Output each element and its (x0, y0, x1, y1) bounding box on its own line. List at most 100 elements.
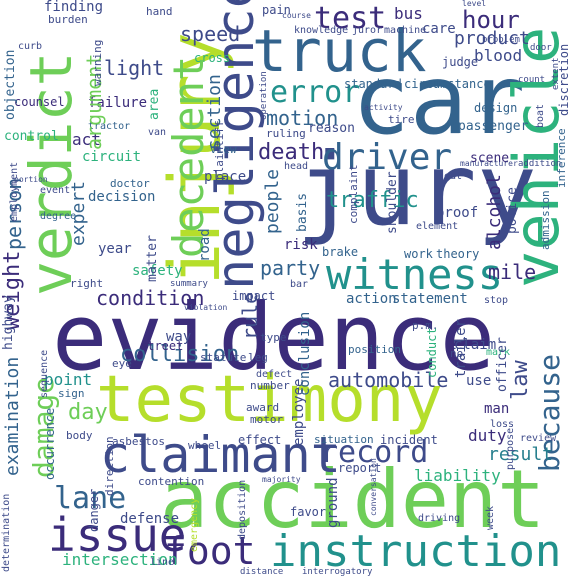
word-duty: duty (468, 426, 507, 445)
word-street: street (140, 339, 184, 353)
word-death: death (258, 140, 325, 165)
word-decision: decision (88, 189, 156, 205)
word-defense: defense (120, 511, 180, 527)
word-scene: scene (470, 151, 510, 166)
word-motion: motion (266, 106, 339, 130)
word-test: test (314, 1, 387, 36)
word-review: review (520, 433, 557, 444)
word-degree: degree (40, 211, 77, 222)
word-instruction: instruction (270, 526, 562, 576)
word-asbestos: asbestos (112, 435, 165, 448)
word-brake: brake (322, 245, 359, 259)
word-collision: collision (120, 342, 240, 367)
word-year: year (98, 241, 132, 257)
word-determination: determination (1, 493, 12, 572)
word-theory: theory (436, 247, 480, 261)
word-act: act (72, 130, 101, 149)
word-people: people (262, 168, 283, 234)
word-element: element (416, 221, 459, 232)
word-view: view (210, 143, 237, 156)
word-type: type (260, 331, 287, 344)
word-deposition: deposition (237, 479, 248, 540)
word-truck: truck (252, 17, 427, 85)
word-risk: risk (284, 237, 318, 253)
word-result: result (488, 444, 554, 465)
word-incident: incident (380, 433, 438, 447)
word-hour: hour (462, 6, 520, 34)
word-statute: statute (200, 351, 247, 364)
word-foot: foot (164, 529, 256, 573)
word-safety: safety (132, 263, 183, 279)
word-knowledge: knowledge (294, 25, 349, 36)
word-standard: standard (344, 77, 402, 91)
word-purpose: purpose (505, 427, 516, 470)
word-statement: statement (392, 291, 468, 307)
word-error: error (270, 75, 361, 110)
word-action: action (346, 291, 397, 307)
word-danger: danger (87, 488, 101, 532)
word-judge: judge (442, 55, 479, 69)
word-tire: tire (388, 113, 415, 126)
word-mark: mark (486, 347, 511, 358)
word-bar: bar (290, 279, 309, 290)
word-police: police (505, 187, 520, 234)
word-effect: effect (238, 433, 282, 447)
word-failure: failure (88, 95, 148, 111)
word-conduct: conduct (425, 327, 439, 378)
word-complaint: complaint (347, 164, 360, 224)
word-level: level (462, 0, 487, 8)
word-operation: operation (259, 71, 269, 120)
word-favor: favor (290, 505, 327, 519)
word-reason: reason (308, 121, 355, 136)
word-highway: highway (1, 295, 16, 350)
word-report: report (338, 461, 382, 475)
word-area: area (147, 88, 162, 120)
word-speed: speed (180, 22, 241, 46)
word-conversation: conversation (369, 458, 378, 516)
word-violation: violation (184, 303, 228, 312)
word-officer: officer (495, 337, 510, 392)
word-burden: burden (48, 13, 88, 26)
word-finding: finding (44, 0, 104, 15)
word-driving: driving (418, 513, 461, 524)
word-trailer: trailer (453, 318, 469, 378)
word-pain: pain (262, 3, 291, 17)
word-course: course (282, 11, 311, 20)
word-design: design (474, 101, 518, 115)
word-body: body (66, 429, 93, 442)
word-matter: matter (145, 235, 160, 282)
word-portion: portion (14, 175, 48, 184)
word-ruling: ruling (266, 127, 306, 140)
word-condition: condition (96, 286, 205, 310)
word-day: day (68, 400, 108, 425)
word-summary: summary (170, 279, 208, 289)
word-tractor: tractor (88, 121, 131, 132)
word-use: use (466, 373, 492, 389)
word-way: way (166, 329, 192, 345)
word-situation: situation (314, 433, 374, 446)
word-no: no (450, 347, 464, 360)
word-right: right (70, 277, 104, 290)
word-care: care (422, 21, 456, 37)
word-circumstance: circumstance (404, 77, 491, 91)
word-objection: objection (3, 49, 18, 120)
word-direction: direction (103, 436, 116, 496)
word-alcohol: alcohol (484, 174, 505, 250)
word-leg: leg (248, 351, 268, 364)
word-driver: driver (322, 137, 453, 178)
word-claimant: claimant (100, 426, 341, 484)
word-extent: extent (551, 57, 561, 90)
word-examination: examination (2, 356, 23, 476)
word-product: product (454, 28, 530, 49)
word-verdict: verdict (17, 51, 85, 296)
word-man: man (484, 401, 510, 417)
word-intersection: intersection (62, 550, 178, 569)
word-law: law (508, 360, 533, 400)
word-testimony: testimony (96, 363, 443, 437)
word-majority: majority (262, 475, 301, 484)
word-p-m: p.m. (412, 319, 439, 332)
word-record: record (320, 435, 429, 470)
word-evidence: evidence (52, 284, 496, 391)
word-work: work (404, 247, 433, 261)
